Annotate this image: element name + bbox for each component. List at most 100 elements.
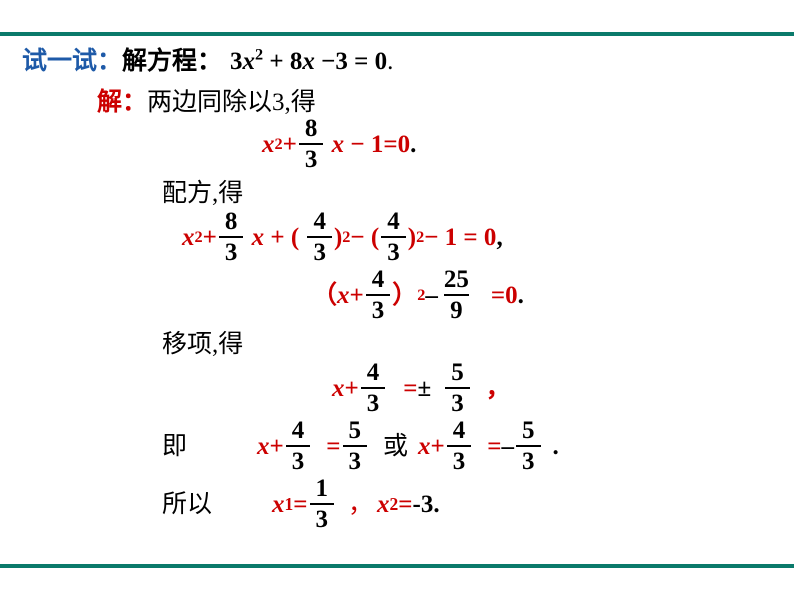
eq3-x2: x <box>252 220 265 255</box>
line-1: 试一试： 解方程： 3x2 + 8x −3 = 0 . <box>22 44 772 79</box>
minus-3: −3 = 0 <box>315 48 387 75</box>
eq4-minus: – <box>425 278 438 313</box>
jie-label: 解： <box>97 85 147 120</box>
n6: 4 <box>363 360 384 387</box>
complete-square-text: 配方,得 <box>162 176 243 211</box>
eq-7: x1= 13 ， x2 = -3 . <box>272 476 440 532</box>
eq5-x: x <box>332 371 345 406</box>
eq6-plus: + <box>270 429 284 464</box>
d6: 3 <box>361 387 386 416</box>
d1: 3 <box>219 236 244 265</box>
d12: 3 <box>310 503 335 532</box>
n8: 4 <box>288 418 309 445</box>
eq6-neg: – <box>502 429 515 464</box>
frac-4-3e: 43 <box>286 418 311 474</box>
eq3-tail: − 1 = 0 <box>424 220 496 255</box>
move-term-text: 移项,得 <box>162 327 243 362</box>
period-1: . <box>387 44 393 79</box>
eq2-period: . <box>410 127 416 162</box>
n1: 8 <box>221 209 242 236</box>
eq3-comma: , <box>496 220 502 255</box>
eq-5: x + 43 =± 53 ， <box>332 360 772 416</box>
eq2-plus: + <box>283 127 297 162</box>
d8: 3 <box>286 445 311 474</box>
content-area: 试一试： 解方程： 3x2 + 8x −3 = 0 . 解： 两边同除以3,得 … <box>22 44 772 532</box>
n7: 5 <box>447 360 468 387</box>
n4: 4 <box>368 267 389 294</box>
prompt-label: 试一试： <box>22 44 122 79</box>
frac-8-3: 83 <box>299 116 324 172</box>
eq-4: （x + 43 ）2 – 259 =0. <box>312 267 772 323</box>
n5: 25 <box>440 267 473 294</box>
exp-2: 2 <box>255 46 263 64</box>
line-5: 移项,得 <box>162 327 772 362</box>
d11: 3 <box>516 445 541 474</box>
or-label: 或 <box>383 429 408 464</box>
eq7-eq2: = <box>398 487 412 522</box>
d7: 3 <box>445 387 470 416</box>
eq4-period: . <box>518 278 524 313</box>
eq6-x2: x <box>418 429 431 464</box>
var-x2: x <box>302 48 315 75</box>
eq6-eq: = <box>326 429 340 464</box>
eq7-val2: -3 <box>413 487 434 522</box>
eq2-x2: x <box>332 127 345 162</box>
frac-25-9: 259 <box>440 267 473 323</box>
var-x: x <box>243 48 256 75</box>
line-3: 配方,得 <box>162 176 772 211</box>
line-7: 所以 x1= 13 ， x2 = -3 . <box>162 476 772 532</box>
d4: 3 <box>366 294 391 323</box>
frac-5-3a: 53 <box>445 360 470 416</box>
eq2-tail: − 1=0 <box>344 127 410 162</box>
eq5-pm: ± <box>418 371 432 406</box>
frac-4-3d: 43 <box>361 360 386 416</box>
line-2: 解： 两边同除以3,得 <box>97 85 772 120</box>
num-8: 8 <box>301 116 322 143</box>
eq1: 3x2 + 8x −3 = 0 <box>230 44 387 79</box>
eq3-plus: + <box>203 220 217 255</box>
eq4-plus: + <box>350 278 364 313</box>
n9: 5 <box>345 418 366 445</box>
eq6-plus2: + <box>431 429 445 464</box>
solve-label: 解方程： <box>122 44 222 79</box>
eq4-x: x <box>337 278 350 313</box>
n10: 4 <box>449 418 470 445</box>
d10: 3 <box>447 445 472 474</box>
frac-8-3b: 83 <box>219 209 244 265</box>
frac-5-3c: 53 <box>516 418 541 474</box>
d9: 3 <box>343 445 368 474</box>
plus-8x: + 8 <box>263 48 302 75</box>
n11: 5 <box>518 418 539 445</box>
coef-3: 3 <box>230 48 243 75</box>
eq3-lpar: + ( <box>264 220 305 255</box>
eq4-eq: =0 <box>491 278 518 313</box>
frac-1-3: 13 <box>310 476 335 532</box>
divide-text: 两边同除以3,得 <box>147 85 316 120</box>
suoyi-label: 所以 <box>162 487 212 522</box>
eq6-x: x <box>257 429 270 464</box>
eq7-period: . <box>433 487 439 522</box>
frac-4-3b: 43 <box>381 209 406 265</box>
eq3-rpar2: ) <box>408 220 416 255</box>
eq4-lpar: （ <box>312 278 337 313</box>
eq5-eq: = <box>403 371 417 406</box>
d5: 9 <box>444 294 469 323</box>
frac-5-3b: 53 <box>343 418 368 474</box>
n2: 4 <box>309 209 330 236</box>
eq-3: x2 + 83 x + ( 43 ) 2 − ( 43 )2 − 1 = 0, <box>182 209 772 265</box>
eq7-x2: x <box>377 487 390 522</box>
d2: 3 <box>307 236 332 265</box>
eq6-period: . <box>553 429 559 464</box>
frac-4-3c: 43 <box>366 267 391 323</box>
bottom-rule <box>0 564 794 568</box>
eq7-eq1: = <box>293 487 307 522</box>
eq3-minus: − ( <box>350 220 379 255</box>
eq2-x: x <box>262 127 275 162</box>
eq3-x: x <box>182 220 195 255</box>
eq-2: x2 + 83 x − 1=0. <box>262 116 772 172</box>
frac-4-3f: 43 <box>447 418 472 474</box>
eq6-eq2: = <box>487 429 501 464</box>
eq3-rpar1: ) <box>334 220 342 255</box>
line-6: 即 x + 43 = 53 或 x + 43 = – 53 . <box>162 418 772 474</box>
eq5-plus: + <box>345 371 359 406</box>
